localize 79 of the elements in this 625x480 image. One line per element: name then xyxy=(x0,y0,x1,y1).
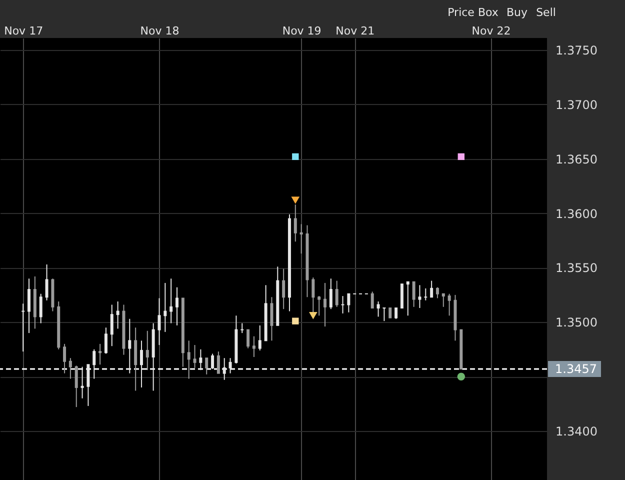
candlestick xyxy=(376,300,380,318)
candlestick xyxy=(28,278,31,334)
candlestick xyxy=(176,286,179,326)
candlestick xyxy=(80,366,84,399)
candlestick xyxy=(222,358,226,380)
point xyxy=(457,372,466,380)
y-tick-label: 1.3650 xyxy=(556,152,598,166)
text: Buy xyxy=(506,6,528,19)
candlestick xyxy=(270,296,274,342)
candlestick xyxy=(382,307,386,322)
candlestick xyxy=(199,348,202,371)
candlestick xyxy=(110,304,114,347)
candlestick xyxy=(39,293,42,324)
candlestick xyxy=(128,318,132,374)
candlestick xyxy=(170,278,173,324)
candlestick xyxy=(282,268,286,310)
y-tick-label: 1.3400 xyxy=(556,424,598,439)
point xyxy=(308,312,318,320)
candlestick xyxy=(45,264,48,301)
x-tick-label: Nov 21 xyxy=(336,24,375,38)
candlestick xyxy=(388,307,392,318)
candlestick xyxy=(86,364,90,406)
candlestick xyxy=(442,293,445,308)
candlestick xyxy=(312,277,315,314)
candlestick xyxy=(68,358,72,380)
x-tick-label: Nov 22 xyxy=(472,24,511,38)
x-tick-label: Nov 18 xyxy=(140,24,180,38)
y-tick-label: 1.3500 xyxy=(556,316,598,330)
candlestick xyxy=(193,344,196,368)
candlestick xyxy=(211,353,214,370)
y-tick-label: 1.3600 xyxy=(556,206,598,221)
y-tick-label: 1.3750 xyxy=(556,43,598,58)
candlestick xyxy=(318,296,321,316)
candlestick xyxy=(146,330,149,371)
candlestick xyxy=(430,280,434,298)
candlestick xyxy=(246,329,250,349)
candlestick xyxy=(205,358,208,375)
point xyxy=(292,153,299,160)
candlestick xyxy=(258,324,262,351)
candlestick xyxy=(329,278,332,310)
candlestick xyxy=(158,298,161,346)
point xyxy=(291,196,300,204)
candlestick xyxy=(324,282,327,327)
candlestick xyxy=(300,224,303,254)
candlestick xyxy=(92,348,96,380)
x-tick-label: Nov 17 xyxy=(4,24,44,38)
candlestick xyxy=(341,296,344,314)
candlestick xyxy=(370,291,374,308)
y-tick-label: 1.3550 xyxy=(556,261,598,276)
candlestick xyxy=(240,322,244,334)
candlestick xyxy=(436,286,439,299)
candlestick xyxy=(140,340,143,388)
candlestick xyxy=(418,284,422,308)
candlestick xyxy=(448,293,451,316)
candlestick xyxy=(22,303,25,352)
candlestick xyxy=(394,307,398,320)
candlestick xyxy=(347,293,350,313)
candlestick xyxy=(252,336,256,358)
candlestick xyxy=(164,282,167,332)
candlestick xyxy=(335,280,338,308)
point xyxy=(458,153,465,160)
text: Sell xyxy=(536,6,556,19)
candlestick xyxy=(228,358,232,374)
candlestick xyxy=(74,365,78,408)
x-tick-label: Nov 19 xyxy=(282,24,322,38)
candlestick xyxy=(187,340,190,380)
candlestick xyxy=(98,343,102,366)
candlestick xyxy=(63,343,66,374)
point xyxy=(292,318,299,324)
candlestick xyxy=(116,300,120,330)
y-tick-label: 1.3700 xyxy=(556,98,598,112)
candlestick xyxy=(406,281,410,316)
candlestick xyxy=(412,281,416,308)
text: Price Box xyxy=(448,6,499,19)
candlestick xyxy=(294,204,297,242)
ref-line-label: 1.3457 xyxy=(555,362,597,376)
candlestick xyxy=(216,351,220,374)
candlestick xyxy=(104,327,108,354)
candlestick xyxy=(424,288,428,301)
